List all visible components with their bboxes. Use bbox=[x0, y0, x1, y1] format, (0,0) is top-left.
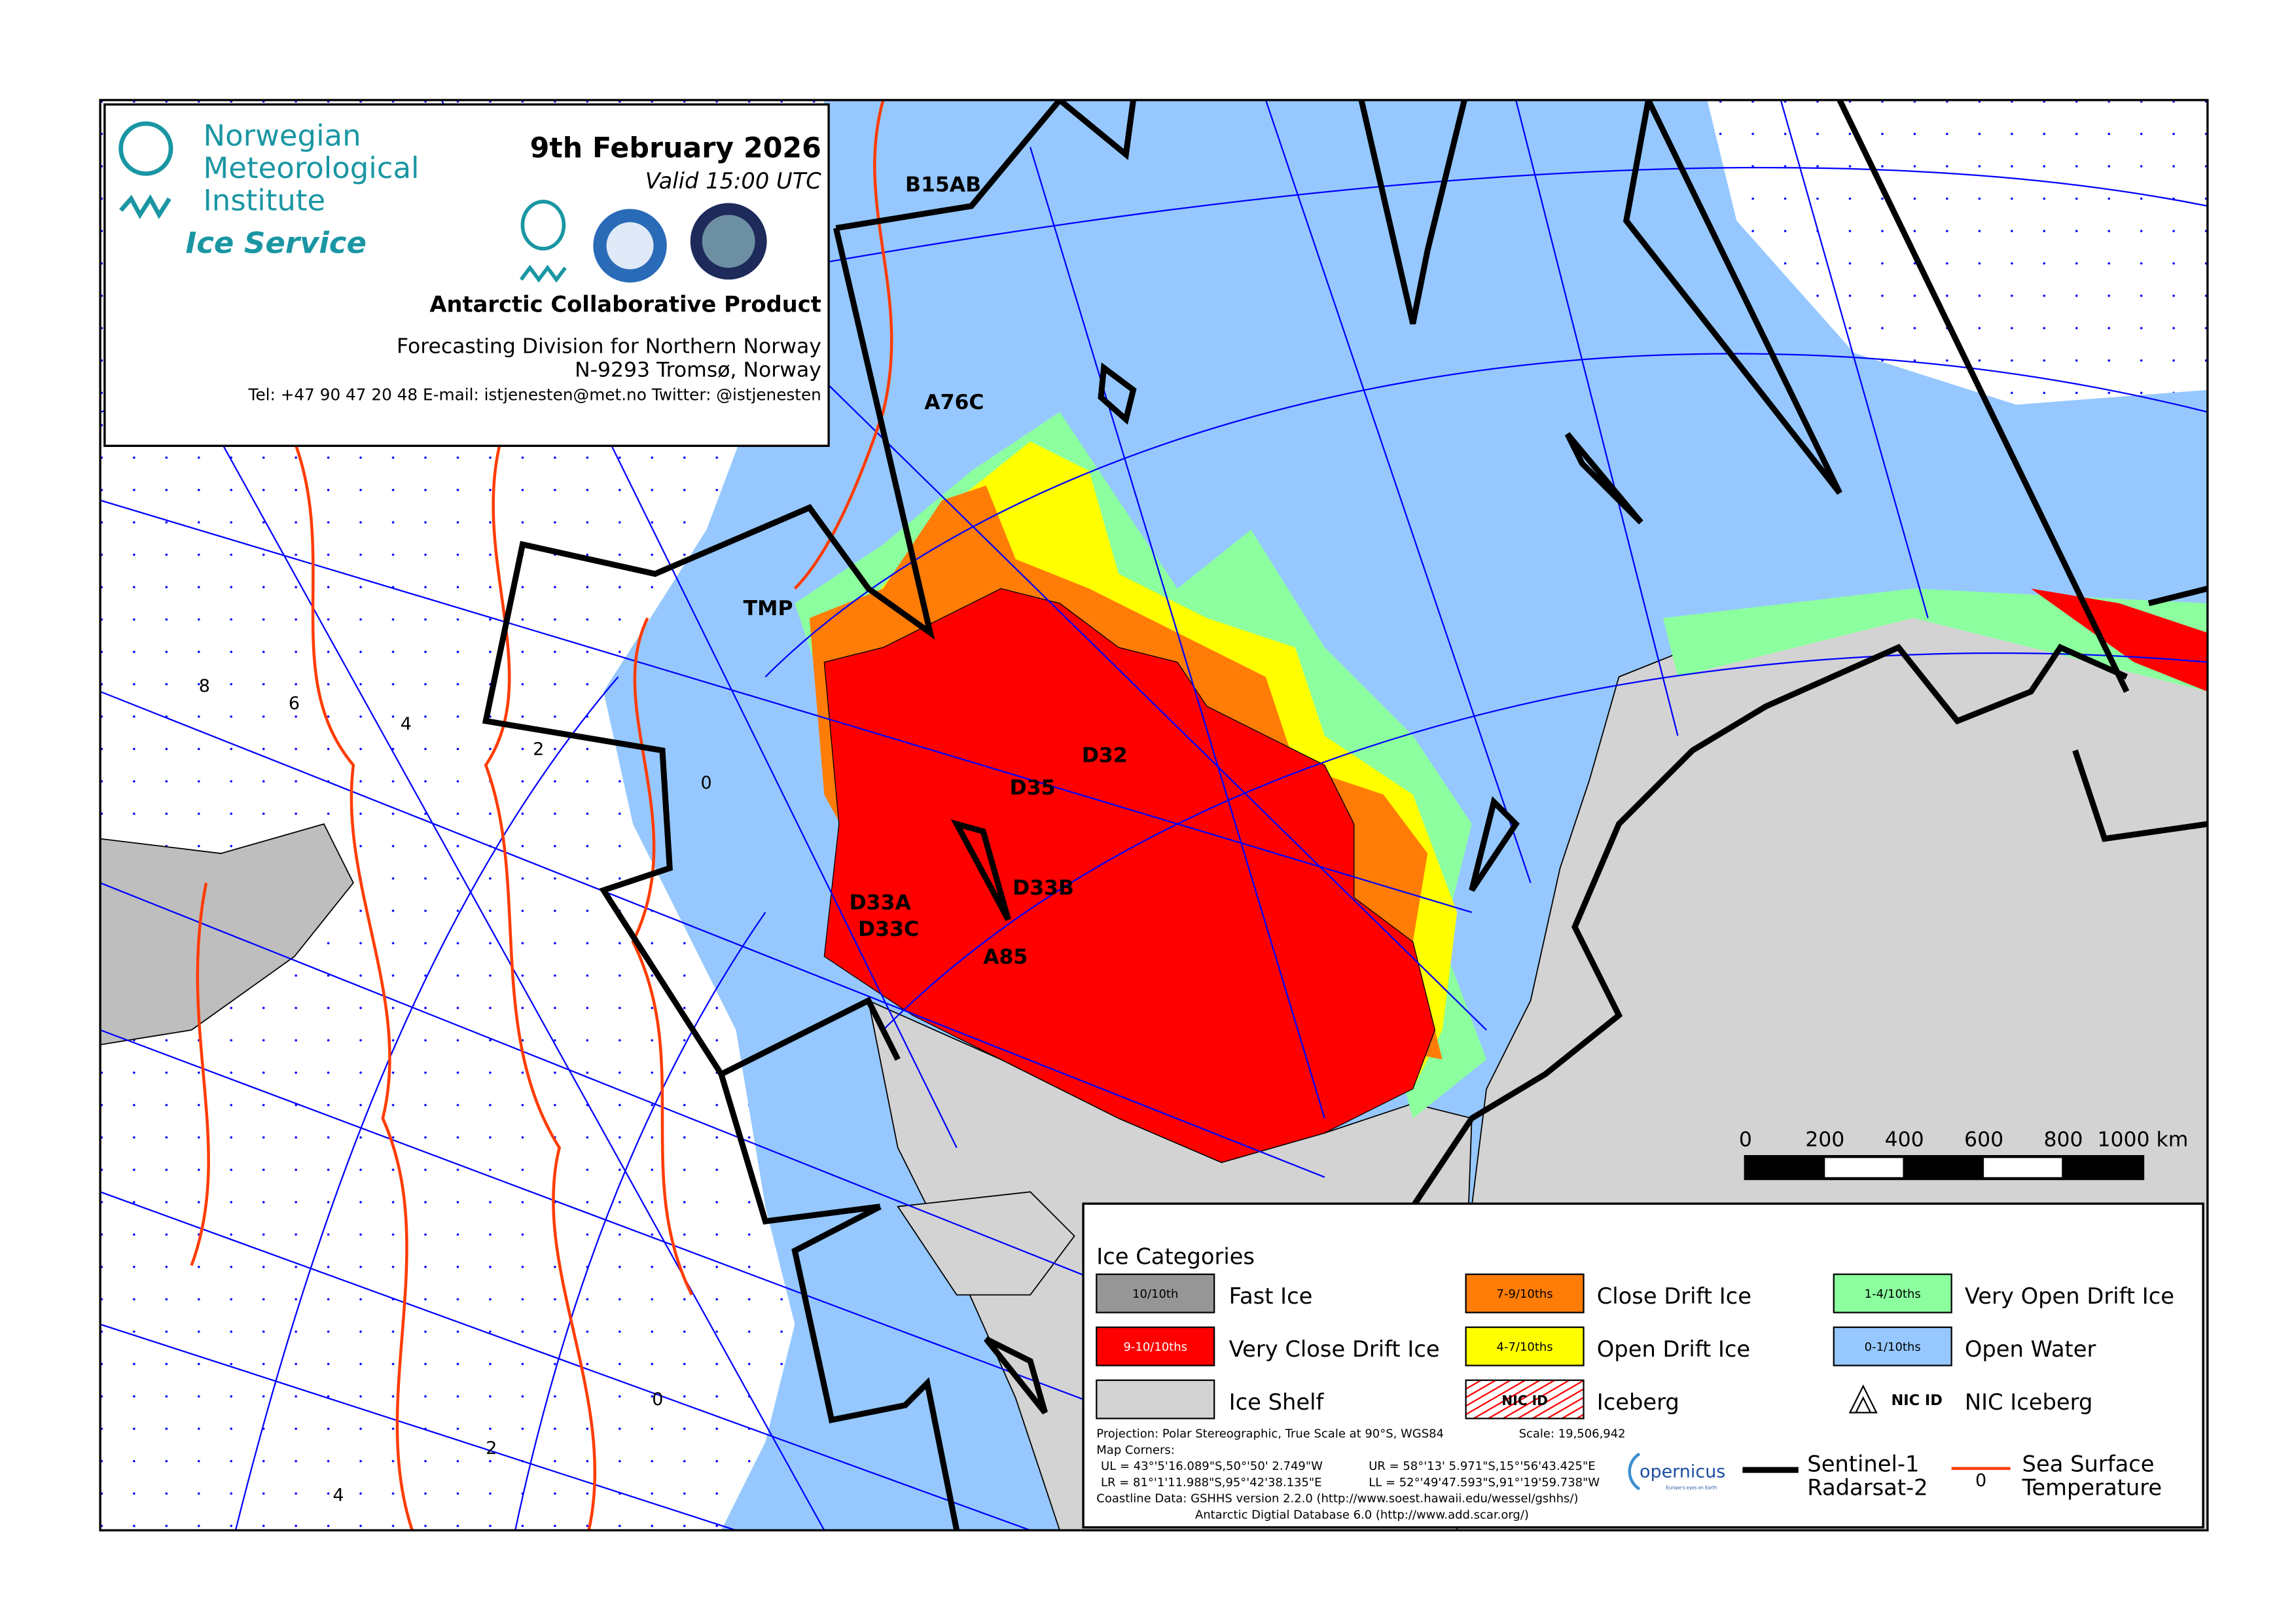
sst-label: 8 bbox=[199, 676, 210, 696]
satellite-coverage-outlines bbox=[482, 99, 2208, 1531]
contact-info: Tel: +47 90 47 20 48 E-mail: istjenesten… bbox=[248, 385, 821, 404]
institute-name-line: Norwegian bbox=[204, 118, 361, 153]
projection-text: Projection: Polar Stereographic, True Sc… bbox=[1096, 1427, 1444, 1441]
legend-code: NIC ID bbox=[1891, 1392, 1943, 1409]
corner-ll: LL = 52°'49'47.593"S,91°'19'59.738"W bbox=[1369, 1476, 1600, 1489]
sst-symbol-value: 0 bbox=[1975, 1471, 1986, 1491]
scale-label: 800 bbox=[2043, 1128, 2083, 1152]
sst-label: Temperature bbox=[2022, 1474, 2162, 1500]
legend-code: 9-10/10ths bbox=[1123, 1340, 1187, 1354]
very-close-drift-ice-region bbox=[2031, 588, 2208, 692]
header-panel: Norwegian Meteorological Institute Ice S… bbox=[103, 103, 830, 447]
institute-name-line: Institute bbox=[204, 183, 326, 218]
scale-label: 200 bbox=[1805, 1128, 1844, 1152]
very-close-drift-ice-region bbox=[823, 588, 1436, 1163]
legend-label: Very Close Drift Ice bbox=[1229, 1336, 1440, 1362]
land-region bbox=[100, 823, 354, 1046]
institute-name-line: Meteorological bbox=[204, 151, 420, 185]
division-name: Forecasting Division for Northern Norway bbox=[397, 335, 821, 359]
corner-ul: UL = 43°'5'16.089"S,50°'50' 2.749"W bbox=[1101, 1459, 1323, 1473]
copernicus-wordmark: opernicus bbox=[1640, 1461, 1725, 1482]
legend-code: 1-4/10ths bbox=[1865, 1287, 1921, 1301]
copernicus-logo: opernicus Europe's eyes on Earth bbox=[1628, 1452, 1725, 1490]
iceberg-label: D33C bbox=[858, 918, 919, 941]
legend-label: Fast Ice bbox=[1229, 1283, 1313, 1309]
legend-code: 4-7/10ths bbox=[1497, 1340, 1553, 1354]
legend-label: Ice Shelf bbox=[1229, 1389, 1325, 1415]
nic-iceberg-icon bbox=[1848, 1384, 1878, 1414]
scale-label: 0 bbox=[1739, 1128, 1752, 1152]
iceberg-label: D35 bbox=[1010, 776, 1056, 800]
address: N-9293 Tromsø, Norway bbox=[575, 359, 821, 382]
sst-label: 2 bbox=[533, 739, 544, 759]
sat-label: Radarsat-2 bbox=[1807, 1474, 1928, 1500]
iceberg-label: D33B bbox=[1013, 876, 1074, 900]
sst-label: 6 bbox=[289, 694, 300, 714]
valid-time: Valid 15:00 UTC bbox=[645, 168, 822, 194]
chart-date: 9th February 2026 bbox=[530, 132, 821, 165]
copernicus-tagline: Europe's eyes on Earth bbox=[1666, 1485, 1717, 1490]
iceberg-label: TMP bbox=[744, 597, 793, 620]
legend-label: Very Open Drift Ice bbox=[1965, 1283, 2174, 1309]
scale-label: 600 bbox=[1964, 1128, 2003, 1152]
legend-panel: Ice Categories 10/10th Fast Ice 9-10/10th… bbox=[1082, 1202, 2204, 1529]
corner-ur: UR = 58°'13' 5.971"S,15°'56'43.425"E bbox=[1369, 1459, 1595, 1473]
sst-label: 4 bbox=[401, 714, 412, 734]
met-logo bbox=[118, 121, 173, 219]
sst-label: 4 bbox=[332, 1485, 344, 1505]
scale-label: 1000 km bbox=[2097, 1128, 2188, 1152]
met-logo-small bbox=[519, 200, 567, 283]
iceberg-labels: B15AB A76C TMP D32 D35 D33B D33A D33C A8… bbox=[744, 173, 1128, 969]
legend-code: 7-9/10ths bbox=[1497, 1287, 1553, 1301]
legend-label: Close Drift Ice bbox=[1597, 1283, 1751, 1309]
map-corners-title: Map Corners: bbox=[1096, 1443, 1174, 1457]
iceberg-label: D32 bbox=[1082, 744, 1128, 768]
legend-label: Open Drift Ice bbox=[1597, 1336, 1750, 1362]
land-region bbox=[897, 1191, 1075, 1296]
legend-label: Iceberg bbox=[1597, 1389, 1679, 1415]
iceberg-label: B15AB bbox=[905, 173, 981, 196]
sst-label: 0 bbox=[700, 773, 711, 793]
iceberg-label: A76C bbox=[924, 391, 984, 414]
legend-code: 0-1/10ths bbox=[1865, 1340, 1921, 1354]
product-name: Antarctic Collaborative Product bbox=[429, 292, 821, 317]
corner-lr: LR = 81°'1'11.988"S,95°'42'38.135"E bbox=[1101, 1476, 1321, 1489]
legend-label: NIC Iceberg bbox=[1965, 1389, 2092, 1415]
scale-bar: 0 200 400 600 800 1000 km bbox=[1739, 1128, 2188, 1181]
legend-code: NIC ID bbox=[1501, 1393, 1548, 1408]
sat-label: Sentinel-1 bbox=[1807, 1451, 1919, 1476]
map-frame bbox=[99, 99, 2209, 1532]
legend-title: Ice Categories bbox=[1096, 1243, 1255, 1269]
partner-logos bbox=[519, 200, 767, 286]
sst-label: 0 bbox=[652, 1389, 663, 1410]
scale-label: 400 bbox=[1885, 1128, 1924, 1152]
sst-labels: 8 6 4 2 0 0 2 4 bbox=[199, 676, 712, 1506]
sst-label: 2 bbox=[486, 1438, 497, 1458]
iceberg-label: D33A bbox=[850, 891, 912, 915]
iceberg-label: A85 bbox=[983, 946, 1028, 969]
service-name: Ice Service bbox=[186, 226, 367, 260]
sst-label: Sea Surface bbox=[2022, 1451, 2155, 1476]
coastline-data: Coastline Data: GSHHS version 2.2.0 (htt… bbox=[1096, 1492, 1578, 1506]
legend-label: Open Water bbox=[1965, 1336, 2096, 1362]
legend-code: 10/10th bbox=[1132, 1287, 1178, 1301]
scale-text: Scale: 19,506,942 bbox=[1519, 1427, 1626, 1441]
coastline-data: Antarctic Digtial Database 6.0 (http://w… bbox=[1195, 1508, 1529, 1522]
